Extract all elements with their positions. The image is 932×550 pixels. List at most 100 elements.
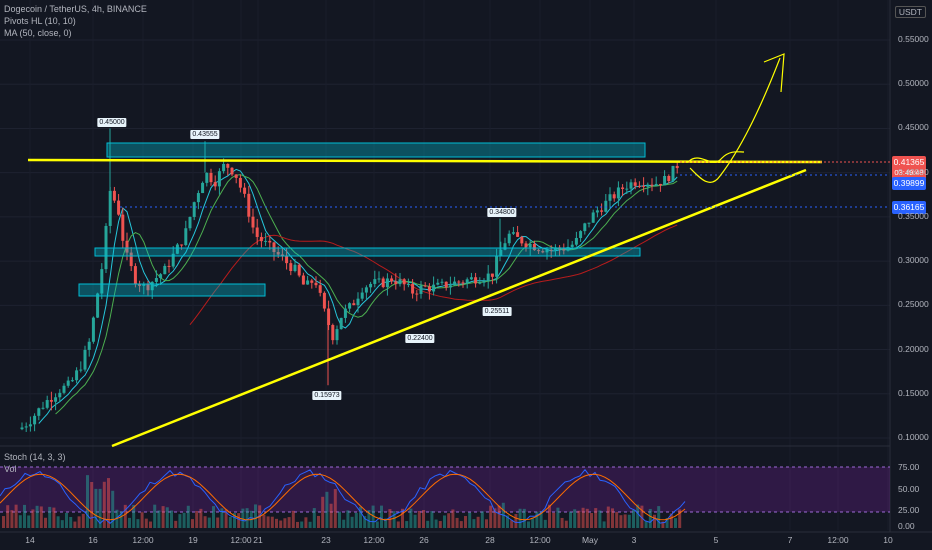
volume-bar [669, 513, 673, 528]
candle-body [33, 415, 37, 425]
volume-bar [161, 506, 165, 528]
candle-body [138, 284, 142, 286]
volume-bar [455, 517, 459, 528]
candle-body [667, 175, 671, 182]
candle-body [495, 256, 499, 277]
candle-body [96, 293, 100, 318]
candle-body [364, 287, 368, 293]
chart-grid [0, 0, 932, 533]
candle-body [91, 317, 95, 342]
price-tick-label: 0.15000 [898, 387, 929, 398]
volume-bar [636, 504, 640, 528]
volume-bar [333, 489, 337, 528]
candle-body [289, 263, 293, 271]
candle-body [184, 228, 188, 246]
indicator-vol[interactable]: Vol [4, 464, 17, 474]
volume-bar [354, 512, 358, 528]
stoch-tick-label: 0.00 [898, 521, 915, 531]
pivot-label: 0.43555 [190, 130, 220, 139]
candle-body [503, 243, 507, 250]
volume-bar [560, 517, 564, 528]
indicator-pivots[interactable]: Pivots HL (10, 10) [4, 16, 76, 26]
symbol-title[interactable]: Dogecoin / TetherUS, 4h, BINANCE [4, 4, 147, 14]
candle-body [142, 284, 146, 286]
volume-bar [430, 511, 434, 528]
volume-bar [300, 521, 304, 528]
volume-bar [107, 478, 110, 528]
indicator-stoch[interactable]: Stoch (14, 3, 3) [4, 452, 66, 462]
candle-body [125, 240, 129, 253]
volume-bar [447, 513, 451, 528]
volume-bar [598, 510, 602, 528]
price-tick-label: 0.30000 [898, 255, 929, 266]
volume-bar [627, 514, 631, 528]
volume-bar [615, 511, 619, 528]
volume-bar [123, 504, 127, 528]
volume-bar [472, 519, 476, 528]
indicator-ma[interactable]: MA (50, close, 0) [4, 28, 72, 38]
volume-bar [304, 517, 308, 528]
volume-bar [531, 518, 535, 528]
candle-body [264, 240, 268, 242]
candle-body [360, 292, 364, 299]
volume-bar [426, 520, 430, 528]
candle-body [255, 227, 259, 237]
candle-body [129, 252, 133, 267]
candle-body [616, 187, 620, 199]
pivot-label: 0.25511 [482, 307, 512, 316]
volume-bar [648, 508, 652, 528]
volume-bar [65, 512, 68, 528]
candle-body [516, 232, 520, 237]
time-tick-label: 16 [88, 535, 98, 545]
volume-bar [279, 520, 283, 528]
candle-body [167, 265, 171, 267]
volume-bar [338, 511, 341, 528]
candle-body [24, 426, 28, 428]
price-tick-label: 0.35000 [898, 210, 929, 221]
stoch-panel [0, 466, 890, 513]
volume-bar [60, 520, 64, 528]
candle-body [49, 400, 53, 402]
candle-body [79, 369, 83, 371]
ma-50 [189, 224, 678, 326]
time-tick-label: May [581, 535, 599, 545]
candle-body [507, 233, 511, 244]
volume-bar [485, 519, 488, 528]
volume-bar [611, 508, 614, 528]
volume-bar [291, 510, 295, 528]
candle-body [62, 385, 66, 393]
candle-body [54, 397, 58, 402]
candle-body [650, 184, 654, 186]
volume-bar [10, 510, 14, 528]
candle-body [117, 200, 121, 215]
candle-body [369, 283, 373, 288]
candle-body [217, 171, 221, 187]
volume-bar [396, 521, 400, 528]
candle-body [385, 278, 389, 288]
volume-bar [388, 509, 392, 528]
candle-body [188, 216, 192, 229]
candle-body [570, 244, 574, 247]
drawn-curve [687, 151, 745, 163]
horizontal-resistance-line [27, 158, 823, 164]
candle-body [675, 165, 679, 169]
candle-body [444, 281, 448, 288]
resistance-zone [78, 283, 266, 297]
volume-bar [224, 509, 228, 528]
volume-bar [367, 510, 371, 528]
volume-bar [548, 504, 551, 528]
volume-bar [149, 521, 152, 528]
candle-body [453, 281, 457, 286]
candle-body [306, 280, 310, 285]
time-tick-label: 12:00 [363, 535, 385, 545]
candle-body [402, 279, 406, 285]
volume-bar [380, 505, 383, 528]
candle-body [222, 163, 226, 172]
candle-body [163, 265, 167, 275]
candle-body [579, 231, 583, 238]
volume-bar [254, 504, 257, 528]
volume-bar [69, 516, 73, 528]
currency-label[interactable]: USDT [894, 6, 926, 18]
volume-bar [174, 520, 178, 528]
